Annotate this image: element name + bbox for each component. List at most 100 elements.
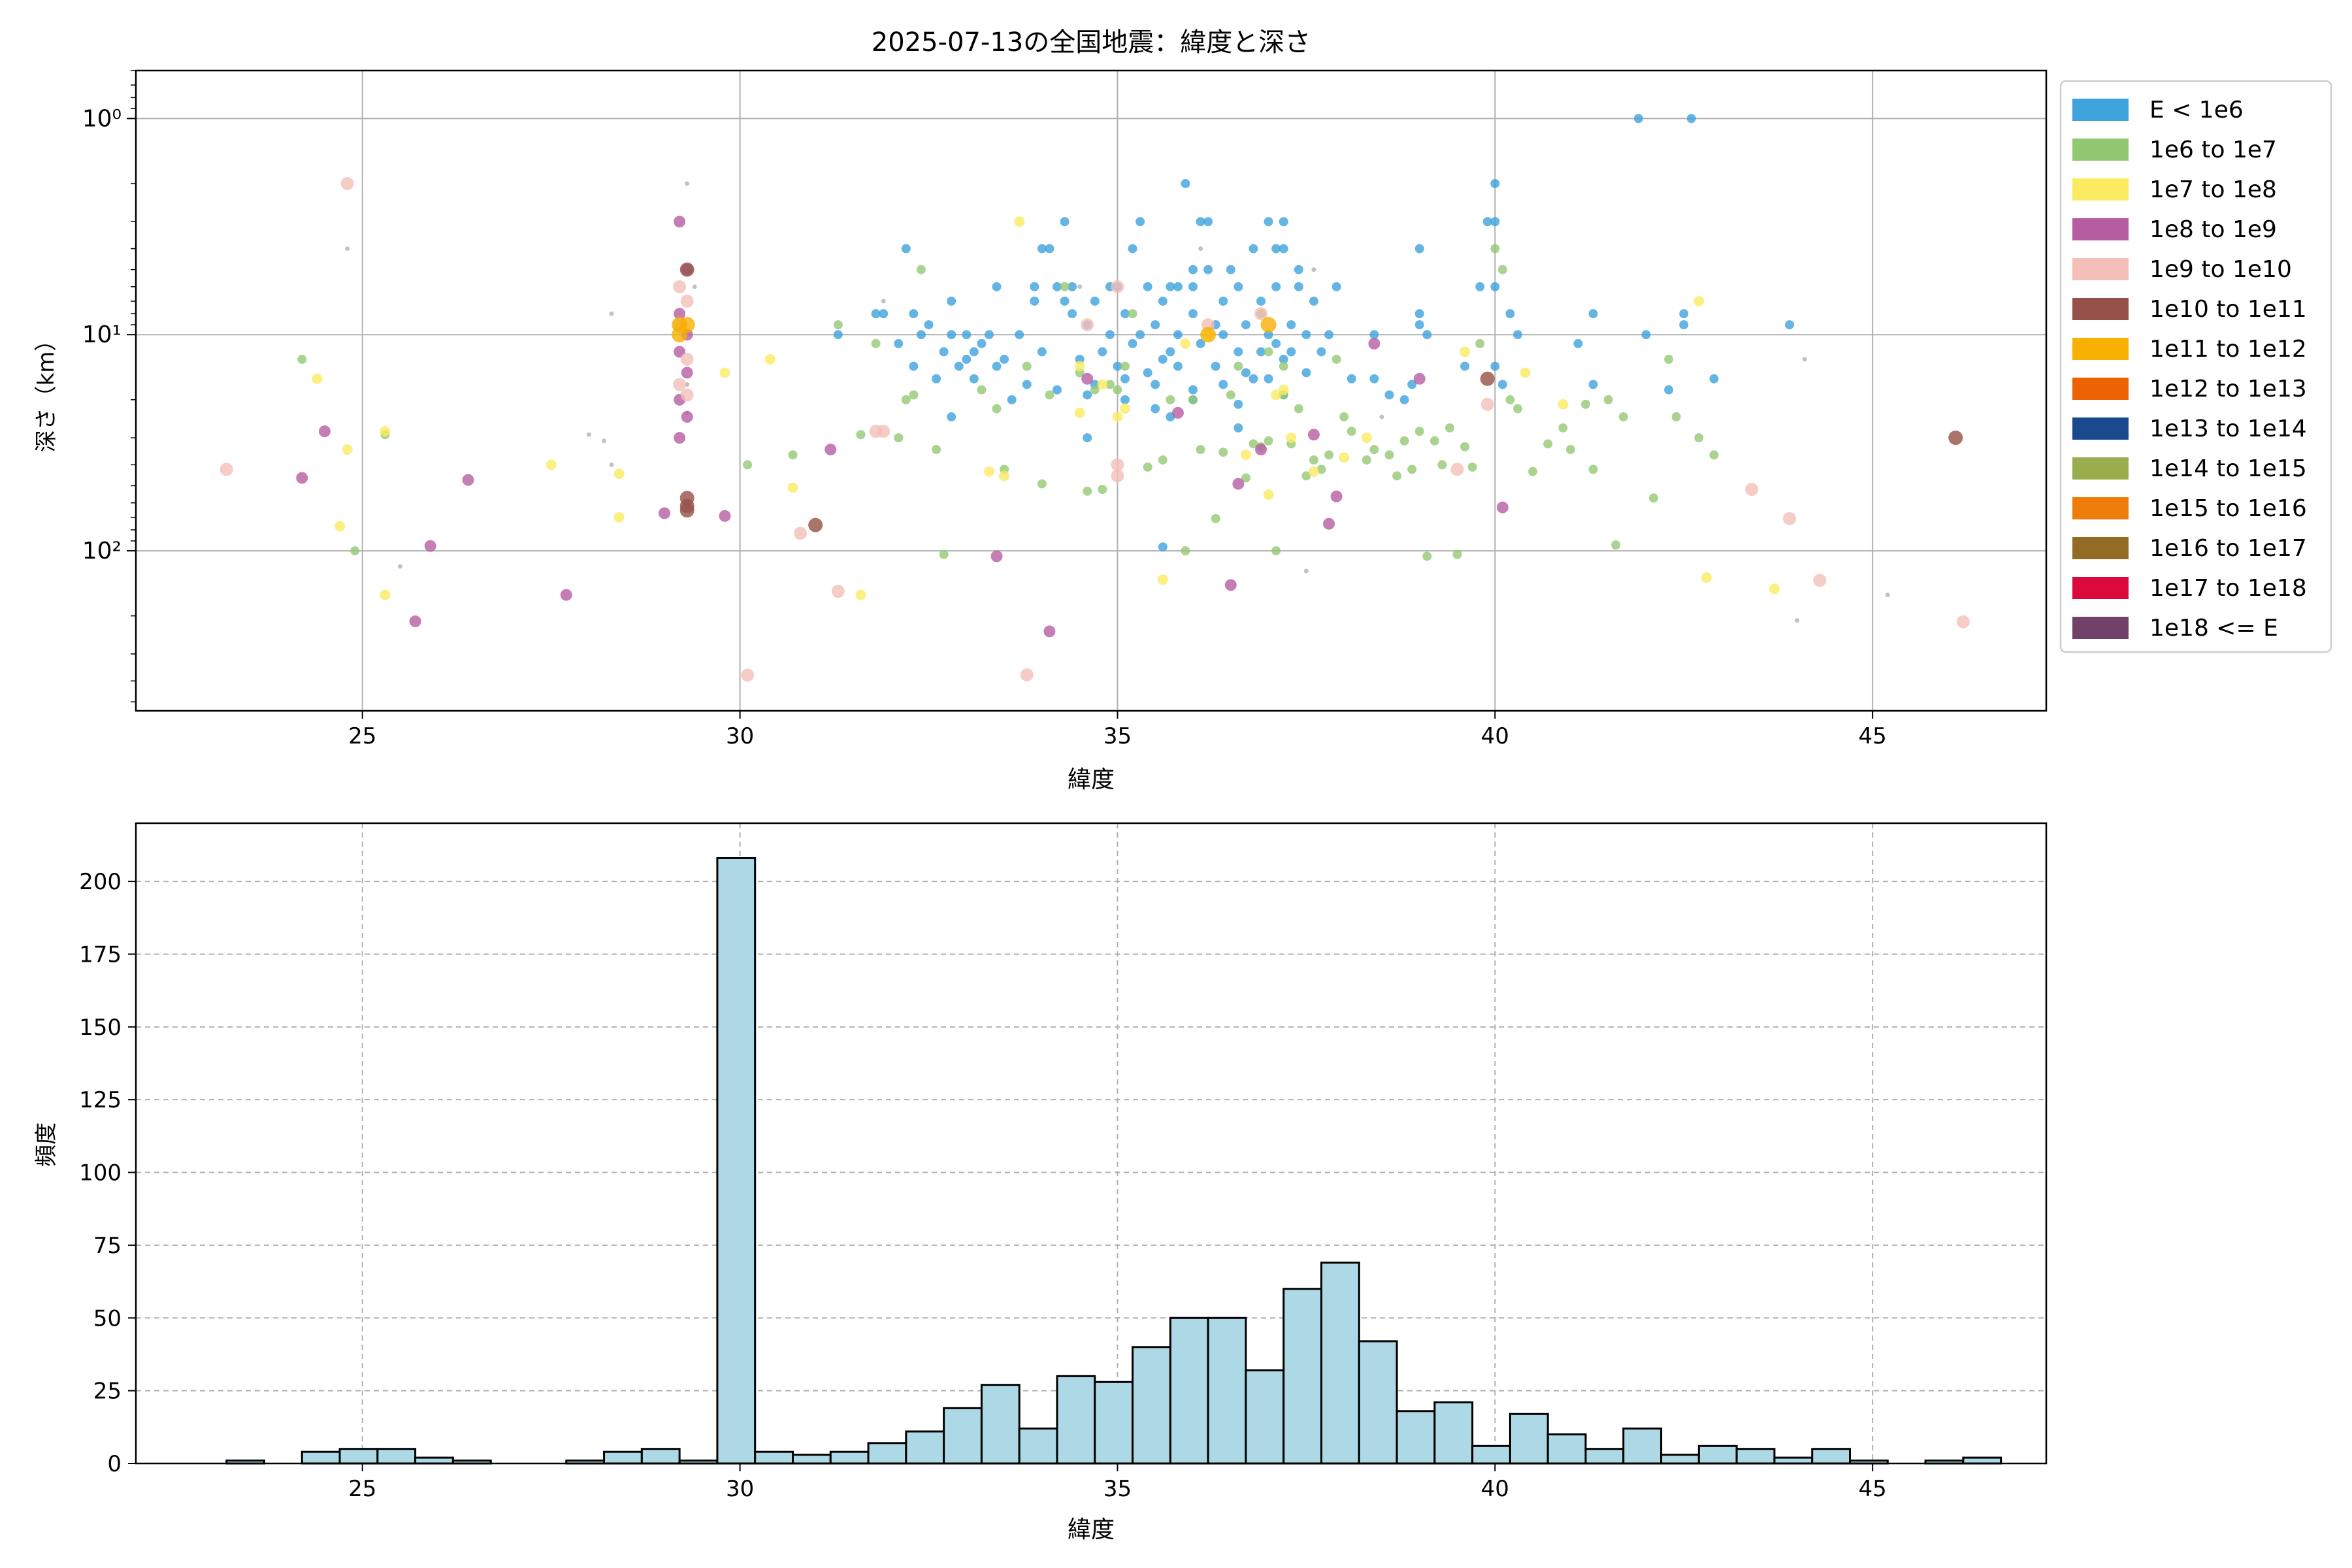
scatter-point (1233, 361, 1243, 371)
scatter-point (1052, 282, 1062, 291)
scatter-point (932, 374, 941, 384)
hist-x-tick-label: 35 (1103, 1476, 1132, 1502)
scatter-point (999, 470, 1010, 482)
scatter-point (1475, 338, 1485, 348)
scatter-point (1347, 427, 1356, 436)
scatter-point (1460, 346, 1471, 357)
hist-x-ticks: 25 30 35 40 45 (348, 1463, 1887, 1502)
scatter-point (1158, 354, 1168, 364)
scatter-point (1264, 436, 1273, 446)
scatter-point (1301, 330, 1311, 340)
scatter-point (674, 216, 686, 228)
scatter-point (787, 482, 798, 493)
scatter-point (1045, 244, 1054, 253)
scatter-point (1020, 668, 1034, 681)
scatter-x-tick-label: 30 (726, 723, 754, 749)
hist-y-tick-label: 50 (93, 1305, 122, 1331)
scatter-point (1111, 469, 1124, 483)
legend-swatch (2072, 457, 2129, 480)
scatter-point (1709, 374, 1719, 384)
scatter-point-small (685, 181, 690, 186)
scatter-point (1098, 485, 1107, 495)
scatter-point (1249, 244, 1258, 253)
scatter-x-tick-label: 25 (348, 723, 376, 749)
scatter-point (1256, 296, 1266, 306)
scatter-point (1128, 244, 1137, 253)
scatter-point (1173, 330, 1183, 340)
scatter-point (1271, 244, 1281, 253)
scatter-point (312, 373, 323, 384)
scatter-point (962, 330, 972, 340)
legend-swatch (2072, 378, 2129, 400)
scatter-point (1211, 361, 1220, 371)
scatter-point (681, 367, 693, 379)
scatter-point (992, 282, 1002, 291)
scatter-point-small (1303, 568, 1309, 574)
scatter-point (1120, 309, 1130, 319)
scatter-point (1399, 395, 1409, 404)
scatter-point (1111, 280, 1124, 293)
scatter-point (1111, 458, 1124, 472)
scatter-point (1482, 217, 1492, 227)
scatter-point (1490, 217, 1500, 227)
scatter-point (1196, 338, 1205, 348)
scatter-point (1339, 412, 1349, 422)
hist-bar (1697, 1445, 1738, 1465)
scatter-point (613, 512, 625, 523)
scatter-point (1264, 217, 1273, 227)
hist-y-ticks: 0 25 50 75 100 125 150 175 200 (79, 869, 136, 1477)
scatter-point (1264, 347, 1273, 357)
scatter-point (764, 353, 776, 365)
scatter-title: 2025-07-13の全国地震：緯度と深さ (872, 27, 1311, 57)
scatter-x-label: 緯度 (1068, 766, 1115, 793)
hist-y-tick-label: 175 (79, 941, 122, 968)
scatter-point (1407, 380, 1417, 389)
scatter-point (1369, 374, 1379, 384)
scatter-point (901, 395, 911, 404)
hist-x-label: 緯度 (1068, 1516, 1115, 1543)
legend-label: 1e15 to 1e16 (2149, 495, 2307, 522)
hist-bar (1056, 1375, 1096, 1465)
scatter-point (1278, 384, 1289, 395)
scatter-point (1664, 354, 1674, 364)
hist-y-tick-label: 200 (79, 869, 122, 895)
hist-x-tick-label: 25 (348, 1476, 376, 1502)
scatter-point (947, 330, 956, 340)
hist-axes-frame (135, 822, 2048, 1465)
scatter-point (1241, 368, 1250, 378)
hist-bar (754, 1450, 794, 1465)
scatter-point (1188, 395, 1198, 404)
hist-bar (867, 1442, 907, 1465)
scatter-point (1173, 361, 1183, 371)
scatter-point (1392, 471, 1402, 481)
scatter-point (296, 472, 308, 484)
scatter-point-small (692, 284, 697, 289)
scatter-point (1090, 385, 1100, 395)
scatter-point (1015, 330, 1024, 340)
scatter-point (1090, 296, 1100, 306)
scatter-point (1347, 374, 1356, 384)
scatter-point (1693, 295, 1705, 306)
scatter-point (1407, 465, 1417, 474)
scatter-point (1362, 455, 1371, 465)
scatter-x-ticks: 25 30 35 40 45 (348, 711, 1887, 749)
scatter-point (680, 352, 694, 366)
scatter-point (1422, 330, 1432, 340)
hist-bar (791, 1454, 832, 1465)
scatter-point (1294, 265, 1303, 274)
scatter-point (1143, 462, 1152, 472)
scatter-point (1007, 395, 1017, 404)
scatter-point (1633, 114, 1643, 123)
scatter-point (984, 330, 994, 340)
scatter-point (1505, 309, 1515, 319)
scatter-point (1112, 412, 1123, 423)
scatter-point (1249, 374, 1258, 384)
scatter-point (954, 361, 964, 371)
scatter-point (1558, 399, 1569, 410)
scatter-point (1120, 361, 1130, 371)
scatter-point (1074, 407, 1085, 418)
hist-bar (1546, 1433, 1587, 1465)
scatter-point (1263, 489, 1274, 500)
scatter-point (1460, 442, 1470, 451)
scatter-point (992, 404, 1002, 414)
